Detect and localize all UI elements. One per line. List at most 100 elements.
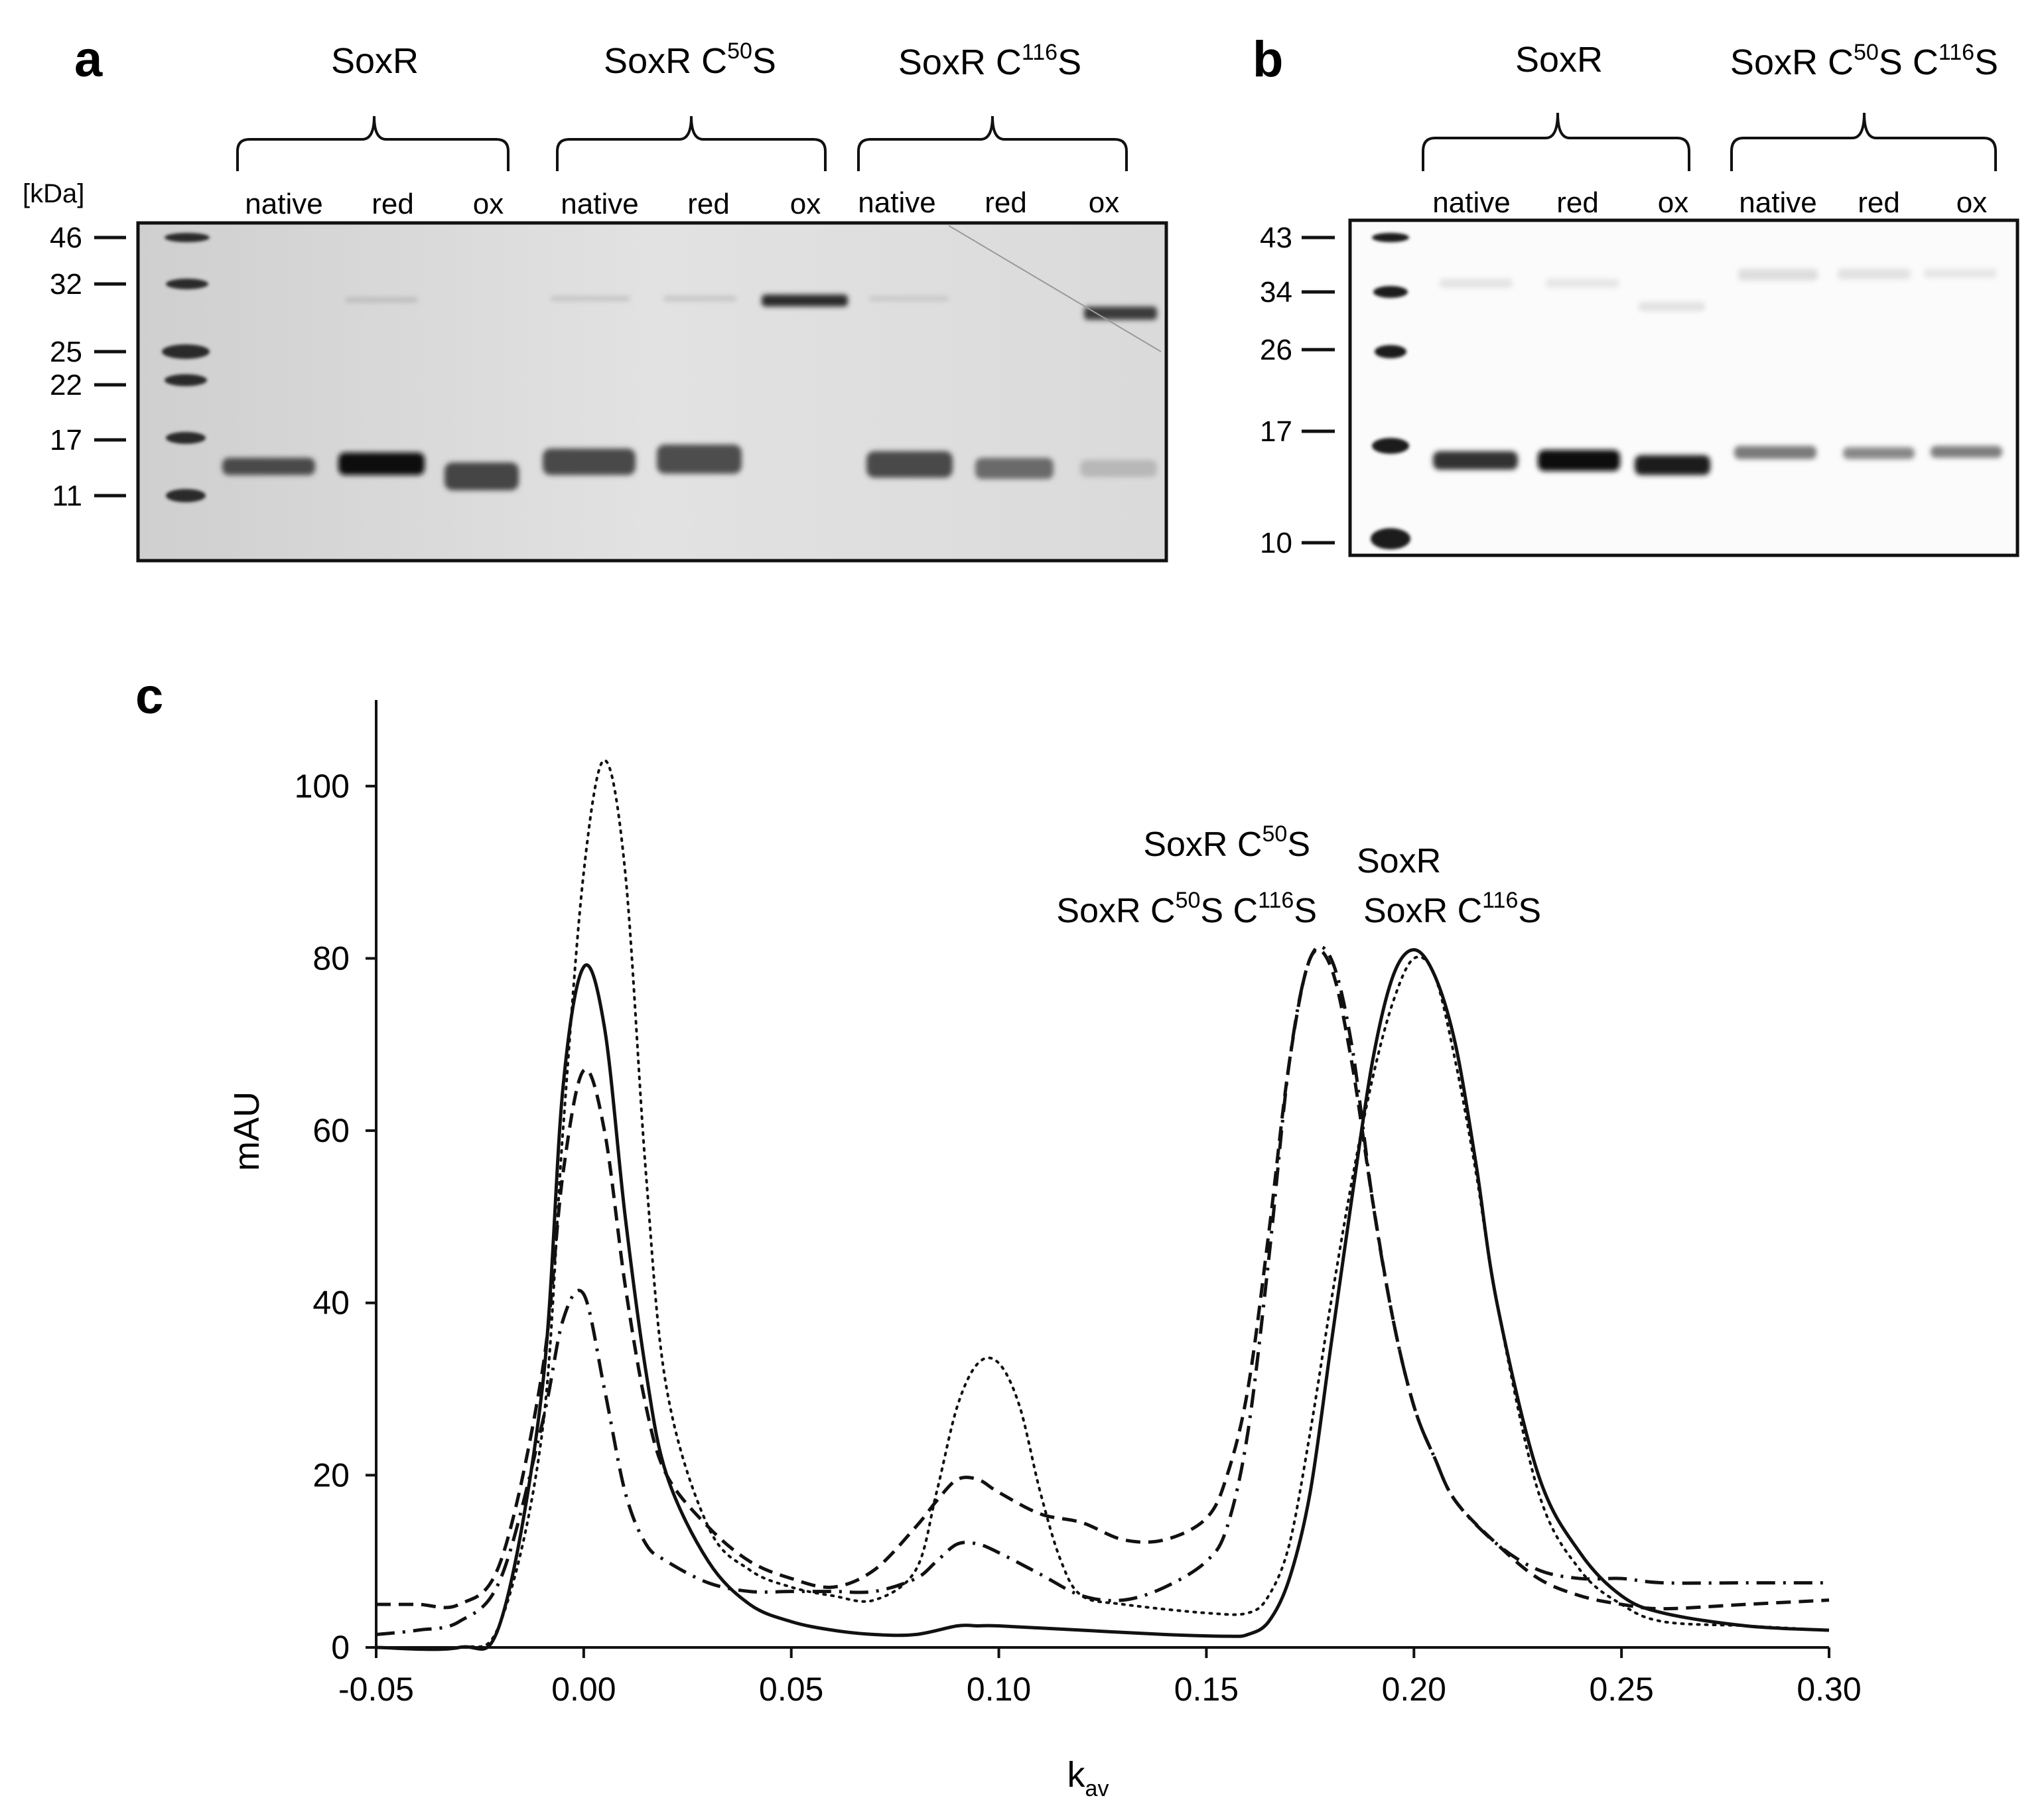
y-tick-label: 0	[331, 1629, 350, 1666]
panel-b-lane-3-label: ox	[1658, 186, 1688, 219]
panel-a-lane-5-label: red	[687, 188, 730, 220]
panel-b-band-faint-6	[1924, 269, 1997, 278]
x-tick-label: 0.20	[1382, 1671, 1446, 1708]
panel-a-lane-4-label: native	[561, 188, 638, 220]
panel-a-band-c50s-red	[657, 445, 742, 474]
panel-a-band-soxr-red	[338, 452, 425, 475]
y-axis-title: mAU	[227, 1091, 267, 1171]
panel-b-lane-4-label: native	[1739, 186, 1816, 219]
panel-b-band-faint-4	[1738, 269, 1818, 281]
panel-b-band-faint-5	[1838, 269, 1911, 279]
panel-a-group-2-label: SoxR C50S	[604, 38, 776, 81]
panel-a-marker-22: 22	[50, 369, 82, 401]
x-tick-label: 0.05	[759, 1671, 823, 1708]
panel-a-ladder-band-11	[166, 489, 206, 502]
panel-a-band-c50s-native	[543, 449, 636, 475]
panel-a-letter: a	[74, 31, 103, 88]
panel-a-mw-unit: [kDa]	[23, 179, 84, 208]
panel-b-lane-2-label: red	[1556, 186, 1599, 219]
panel-c-letter: c	[135, 668, 163, 725]
panel-a-lane-7-label: native	[858, 186, 935, 219]
panel-b-letter: b	[1253, 31, 1283, 88]
panel-a-lane-3-label: ox	[473, 188, 504, 220]
x-tick-label: 0.30	[1797, 1671, 1861, 1708]
panel-a-band-faint-2	[551, 297, 630, 301]
panel-a-ladder-band-25	[162, 344, 210, 359]
panel-a-ladder-band-32	[166, 279, 208, 289]
panel-a-lane-8-label: red	[985, 186, 1027, 219]
panel-b: b SoxR SoxR C50S C116S native red ox nat…	[1253, 31, 2019, 559]
panel-a-band-soxr-native	[222, 458, 315, 475]
panel-a-ladder-band-46	[165, 233, 210, 242]
panel-b-marker-26: 26	[1260, 334, 1292, 366]
panel-a-lane-9-label: ox	[1089, 186, 1119, 219]
annotation-c50s: SoxR C50S	[1143, 821, 1310, 864]
panel-a-marker-11: 11	[52, 480, 82, 512]
panel-a: a SoxR SoxR C50S SoxR C116S native red o…	[23, 31, 1168, 563]
series-layer	[375, 758, 1830, 1651]
panel-b-lane-1-label: native	[1432, 186, 1510, 219]
series-line-dashdot	[375, 945, 1829, 1636]
panel-c: c -0.05 0.00 0.05 0.10 0.15 0.20 0.25 0.30 0 20 4…	[135, 668, 1862, 1801]
panel-b-band-c50s-c116s-ox	[1931, 446, 2002, 458]
series-line-dashed	[376, 948, 1830, 1611]
x-tick-label: 0.15	[1174, 1671, 1239, 1708]
panel-a-band-faint-1	[345, 298, 418, 302]
panel-b-ladder-band-17	[1372, 438, 1409, 454]
panel-b-group-1-label: SoxR	[1515, 40, 1603, 80]
panel-b-ladder-band-34	[1373, 286, 1408, 298]
panel-b-marker-43: 43	[1260, 222, 1292, 254]
panel-a-ladder-band-17	[166, 432, 206, 444]
panel-a-group-1-label: SoxR	[331, 41, 419, 81]
panel-b-ladder-band-10	[1371, 528, 1410, 549]
panel-b-bands	[1433, 269, 2002, 475]
panel-a-ladder	[162, 233, 210, 502]
panel-b-band-c50s-c116s-red	[1843, 447, 1915, 459]
y-ticks: 0 20 40 60 80 100	[295, 768, 376, 1666]
panel-b-band-c50s-c116s-native	[1734, 446, 1816, 459]
panel-b-marker-10: 10	[1260, 527, 1292, 559]
panel-a-band-faint-3	[663, 297, 736, 301]
panel-a-lane-6-label: ox	[790, 188, 821, 220]
panel-b-band-soxr-ox	[1635, 455, 1710, 475]
panel-b-ladder-band-43	[1372, 233, 1409, 242]
panel-a-brace-2	[556, 115, 827, 171]
panel-a-brace-3	[857, 115, 1128, 171]
panel-b-brace-2	[1730, 112, 1997, 171]
panel-b-band-faint-2	[1546, 279, 1619, 288]
panel-a-bands	[222, 295, 1157, 490]
panel-a-band-c116s-ox	[1080, 460, 1157, 477]
panel-a-band-soxr-ox	[444, 462, 519, 490]
panel-b-brace-1	[1422, 112, 1690, 171]
panel-b-group-2-label: SoxR C50S C116S	[1730, 40, 1998, 82]
panel-a-marker-46: 46	[50, 222, 82, 254]
y-tick-label: 20	[312, 1456, 350, 1494]
x-tick-label: -0.05	[338, 1671, 414, 1708]
chart-axes: -0.05 0.00 0.05 0.10 0.15 0.20 0.25 0.30 0 20 40 6…	[295, 700, 1862, 1708]
y-tick-label: 60	[312, 1112, 350, 1149]
panel-b-marker-34: 34	[1260, 276, 1292, 309]
panel-b-lane-5-label: red	[1858, 186, 1900, 219]
panel-b-band-soxr-red	[1538, 450, 1620, 471]
y-tick-label: 100	[295, 768, 350, 805]
panel-a-gel-artifact	[948, 225, 1162, 352]
panel-b-band-faint-1	[1440, 279, 1513, 288]
annotation-c50s-c116s: SoxR C50S C116S	[1056, 888, 1317, 930]
panel-b-band-faint-3	[1639, 302, 1705, 311]
x-tick-label: 0.10	[967, 1671, 1031, 1708]
x-ticks: -0.05 0.00 0.05 0.10 0.15 0.20 0.25 0.30	[338, 1647, 1862, 1708]
panel-a-marker-17: 17	[50, 424, 82, 456]
panel-a-group-3-label: SoxR C116S	[898, 40, 1081, 82]
panel-a-marker-32: 32	[50, 268, 82, 301]
panel-a-lane-2-label: red	[372, 188, 414, 220]
panel-a-marker-25: 25	[50, 336, 82, 368]
panel-a-band-faint-4	[869, 297, 949, 301]
panel-b-gel	[1348, 218, 2019, 557]
panel-a-band-c116s-native	[866, 451, 953, 478]
panel-b-lane-6-label: ox	[1956, 186, 1987, 219]
panel-a-band-c50s-ox-dimer	[762, 295, 848, 307]
panel-b-band-soxr-native	[1433, 451, 1518, 470]
panel-a-band-c116s-red	[975, 458, 1054, 479]
series-line-dotted	[375, 758, 1830, 1651]
panel-a-gel	[136, 221, 1168, 563]
